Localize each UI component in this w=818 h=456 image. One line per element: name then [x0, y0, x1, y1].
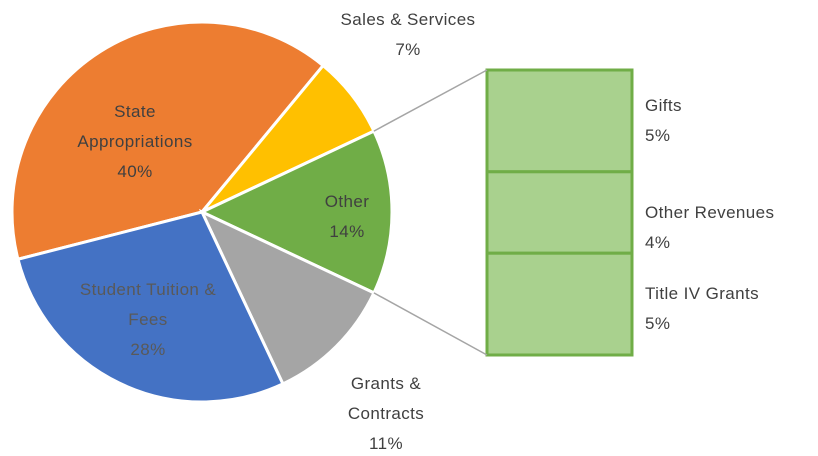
pie-slice — [16, 210, 285, 404]
data-label: Other 14% — [297, 187, 397, 247]
data-label: Student Tuition & Fees 28% — [68, 275, 228, 365]
pie-slice — [198, 208, 376, 386]
data-label: Grants & Contracts 11% — [336, 369, 436, 456]
bar-segment — [485, 68, 634, 174]
pie-slice — [198, 129, 394, 295]
category-label: Sales & Services — [340, 10, 476, 29]
category-label: Title IV Grants — [645, 284, 760, 303]
bar-label: Gifts 5% — [645, 91, 815, 151]
category-label: State Appropriations — [77, 102, 193, 151]
value-label: 11% — [369, 434, 403, 453]
value-label: 4% — [645, 233, 671, 252]
category-label: Student Tuition & Fees — [79, 280, 217, 329]
pie-slice — [10, 20, 326, 262]
value-label: 40% — [117, 162, 153, 181]
value-label: 28% — [130, 340, 166, 359]
data-label: State Appropriations 40% — [60, 97, 210, 187]
category-label: Other — [324, 192, 370, 211]
category-label: Grants & Contracts — [347, 374, 425, 423]
category-label: Other Revenues — [645, 203, 775, 222]
value-label: 5% — [645, 314, 671, 333]
bar-segment — [485, 251, 634, 357]
value-label: 14% — [329, 222, 365, 241]
data-label: Sales & Services 7% — [308, 5, 508, 65]
bar-label: Other Revenues 4% — [645, 198, 815, 258]
bar-label: Title IV Grants 5% — [645, 279, 815, 339]
bar-segment — [485, 170, 634, 255]
value-label: 5% — [645, 126, 671, 145]
connector-line — [373, 69, 488, 132]
value-label: 7% — [395, 40, 421, 59]
category-label: Gifts — [645, 96, 682, 115]
connector-line — [373, 292, 488, 356]
